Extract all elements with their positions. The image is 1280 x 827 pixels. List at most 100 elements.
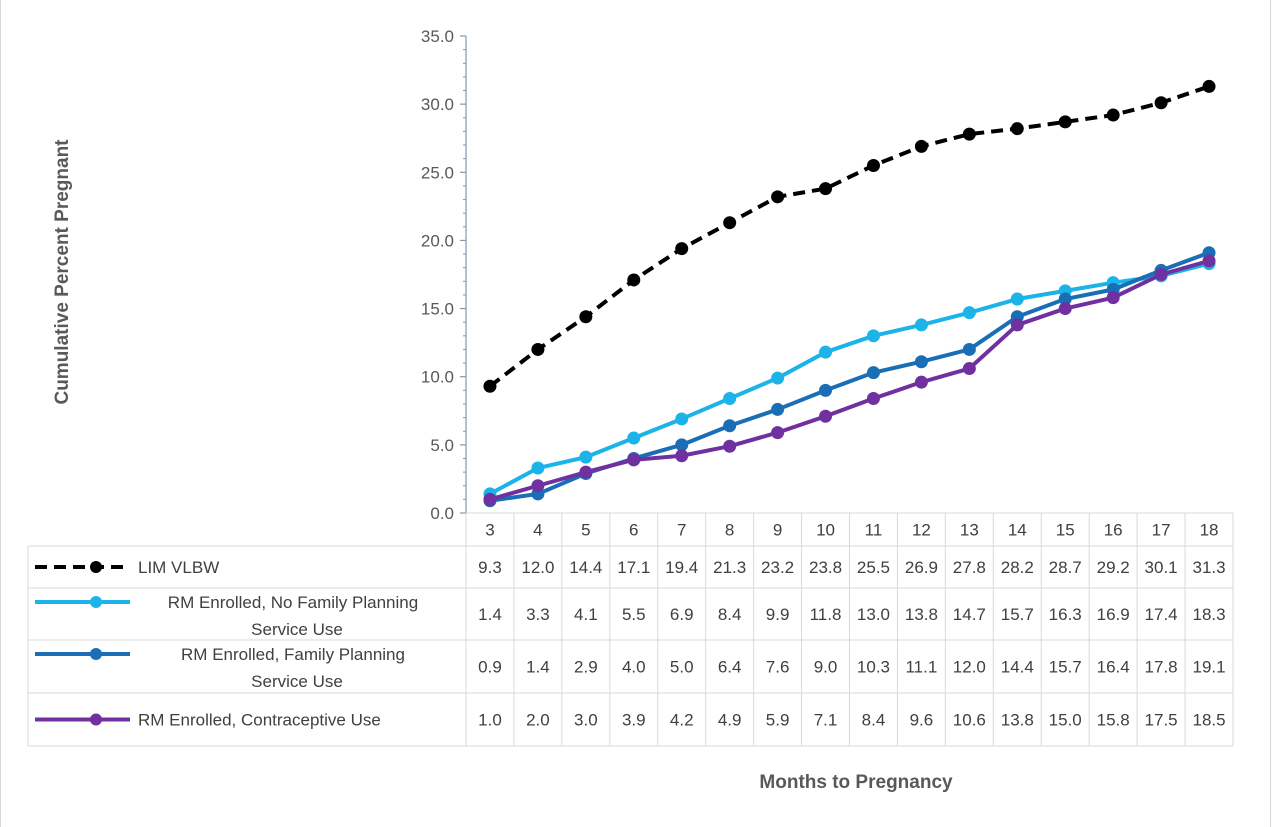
- data-label: 1.0: [478, 711, 502, 730]
- data-label: 1.4: [526, 658, 550, 677]
- data-point: [627, 453, 641, 467]
- data-label: 5.0: [670, 658, 694, 677]
- x-tick-label: 12: [912, 521, 931, 540]
- data-point: [1106, 291, 1120, 305]
- y-axis-title: Cumulative Percent Pregnant: [52, 139, 73, 405]
- data-point: [723, 216, 737, 230]
- data-label: 17.1: [617, 558, 650, 577]
- data-point: [1202, 254, 1216, 268]
- y-tick-label: 30.0: [421, 95, 454, 114]
- data-label: 16.9: [1097, 605, 1130, 624]
- x-tick-label: 14: [1008, 521, 1027, 540]
- data-point: [771, 371, 785, 385]
- data-label: 2.0: [526, 711, 550, 730]
- data-label: 26.9: [905, 558, 938, 577]
- data-label: 8.4: [718, 605, 742, 624]
- legend-entry: RM Enrolled, Contraceptive Use: [138, 711, 381, 730]
- data-label: 13.8: [1001, 711, 1034, 730]
- data-label: 14.7: [953, 605, 986, 624]
- data-label: 18.3: [1192, 605, 1225, 624]
- data-table: 3 4 5 6 7 8 9 10 11 12 13 14 15 16 17 18 LIM VLBW 9.3 12.0…: [27, 512, 1234, 747]
- data-label: 28.2: [1001, 558, 1034, 577]
- data-label: 12.0: [953, 658, 986, 677]
- data-label: 6.9: [670, 605, 694, 624]
- data-label: 10.3: [857, 658, 890, 677]
- data-label: 17.8: [1145, 658, 1178, 677]
- data-point: [1010, 292, 1024, 306]
- data-point: [914, 375, 928, 389]
- y-tick-label: 15.0: [421, 300, 454, 319]
- data-label: 13.0: [857, 605, 890, 624]
- data-label: 21.3: [713, 558, 746, 577]
- data-label: 10.6: [953, 711, 986, 730]
- data-point: [962, 306, 976, 320]
- data-point: [866, 366, 880, 380]
- legend-key-marker: [90, 561, 102, 573]
- data-point: [627, 431, 641, 445]
- data-label: 11.1: [905, 658, 937, 677]
- data-label: 17.5: [1145, 711, 1178, 730]
- legend-entry: RM Enrolled, Family Planning Service Use: [181, 645, 405, 691]
- x-tick-label: 15: [1056, 521, 1075, 540]
- data-point: [483, 492, 497, 506]
- data-label: 8.4: [862, 711, 886, 730]
- data-label: 1.4: [478, 605, 502, 624]
- data-label: 19.4: [665, 558, 698, 577]
- series-lines: [483, 79, 1216, 508]
- y-tick-label: 25.0: [421, 163, 454, 182]
- data-point: [1154, 96, 1168, 110]
- data-point: [1202, 79, 1216, 93]
- data-point: [962, 362, 976, 376]
- data-point: [819, 409, 833, 423]
- data-point: [819, 383, 833, 397]
- data-point: [962, 342, 976, 356]
- data-point: [1058, 292, 1072, 306]
- data-point: [723, 419, 737, 433]
- series-line: [488, 84, 1210, 388]
- legend-key-marker: [90, 596, 102, 608]
- data-label: 5.5: [622, 605, 646, 624]
- x-tick-label: 3: [485, 521, 494, 540]
- data-label: 28.7: [1049, 558, 1082, 577]
- data-label: 9.3: [478, 558, 502, 577]
- data-label: 6.4: [718, 658, 742, 677]
- data-label: 29.2: [1097, 558, 1130, 577]
- data-point: [723, 392, 737, 406]
- data-point: [531, 342, 545, 356]
- data-label: 15.7: [1049, 658, 1082, 677]
- data-label: 3.0: [574, 711, 598, 730]
- data-label: 13.8: [905, 605, 938, 624]
- data-label: 23.2: [761, 558, 794, 577]
- data-label: 23.8: [809, 558, 842, 577]
- x-axis-title: Months to Pregnancy: [759, 772, 953, 793]
- data-point: [771, 426, 785, 440]
- legend-key-marker: [90, 713, 102, 726]
- data-point: [579, 450, 593, 464]
- y-tick-label: 5.0: [430, 436, 454, 455]
- data-label: 14.4: [569, 558, 602, 577]
- data-label: 12.0: [521, 558, 554, 577]
- data-point: [627, 273, 641, 287]
- data-point: [866, 392, 880, 406]
- series-line: [489, 258, 1210, 502]
- data-label: 19.1: [1192, 658, 1225, 677]
- x-tick-label: 8: [725, 521, 734, 540]
- data-point: [675, 449, 689, 463]
- y-axis: 0.0 5.0 10.0 15.0 20.0 25.0 30.0 35.0: [421, 27, 467, 523]
- data-label: 9.6: [910, 711, 934, 730]
- data-label: 11.8: [810, 605, 842, 624]
- data-label: 25.5: [857, 558, 890, 577]
- data-label: 16.4: [1097, 658, 1130, 677]
- data-label: 31.3: [1192, 558, 1225, 577]
- data-label: 9.9: [766, 605, 790, 624]
- data-label: 18.5: [1192, 711, 1225, 730]
- data-point: [1010, 318, 1024, 332]
- data-label: 9.0: [814, 658, 838, 677]
- data-point: [483, 379, 497, 393]
- data-label: 0.9: [478, 658, 502, 677]
- data-point: [1058, 302, 1072, 316]
- x-tick-label: 9: [773, 521, 782, 540]
- y-tick-label: 35.0: [421, 27, 454, 46]
- data-label: 2.9: [574, 658, 598, 677]
